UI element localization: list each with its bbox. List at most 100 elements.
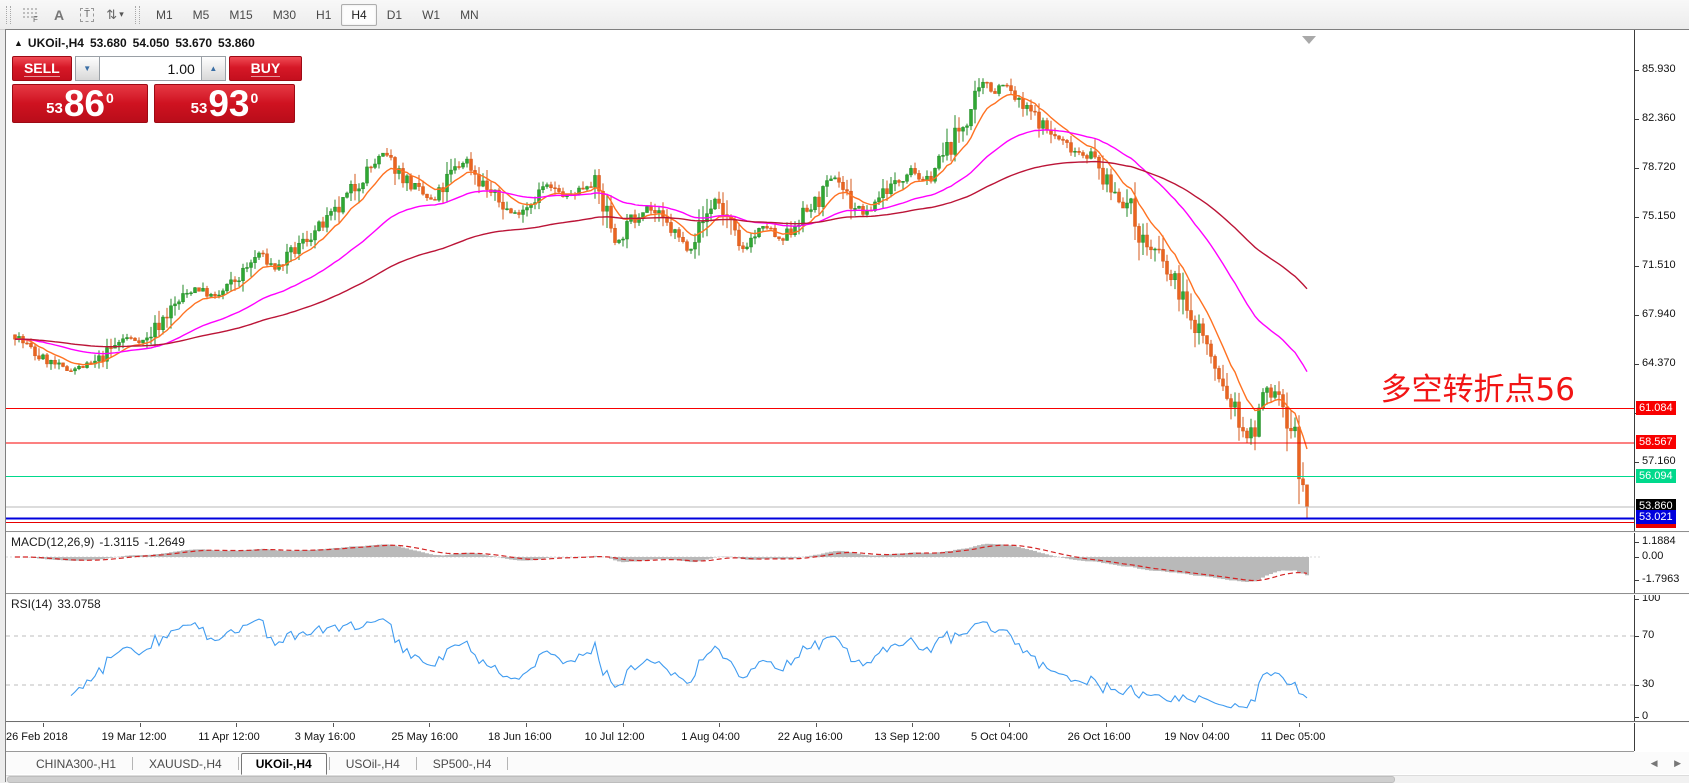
volume-decrease-button[interactable]: ▼ [74, 56, 100, 81]
fibonacci-icon: F [23, 8, 38, 22]
timeframe-d1[interactable]: D1 [377, 4, 412, 26]
axis-tick-label [1635, 168, 1639, 170]
tab-sp500-h4[interactable]: SP500-,H4 [432, 757, 492, 771]
date-tick [526, 723, 527, 727]
date-tick [139, 723, 141, 727]
panel-separator[interactable] [6, 531, 1689, 533]
tab-scroll-right-icon[interactable]: ▶ [1674, 758, 1681, 768]
bid-quote-panel[interactable]: 53 86 0 [12, 84, 148, 123]
date-label: 18 Jun 16:00 [488, 731, 552, 743]
timeframe-h4[interactable]: H4 [341, 3, 377, 26]
axis-tick-label [1635, 557, 1639, 558]
tab-xauusd-h4[interactable]: XAUUSD-,H4 [149, 757, 222, 771]
axis-tick-label [1635, 599, 1639, 600]
axis-tick-label [1635, 462, 1639, 463]
ask-integer: 53 [190, 100, 208, 117]
axis-tick-label [1635, 580, 1639, 582]
chart-shift-marker [1302, 36, 1316, 44]
date-label: 10 Jul 12:00 [584, 731, 645, 743]
price-axis[interactable]: 85.930 82.360 78.720 75.150 71.510 67.940 64.3… [1634, 30, 1689, 751]
date-tick [622, 723, 624, 727]
axis-tick-label [1635, 70, 1639, 71]
timeframe-mn[interactable]: MN [450, 4, 489, 26]
text-label-tool-button[interactable]: A [45, 3, 73, 27]
chart-tab-bar: CHINA300-,H1 XAUUSD-,H4 UKOil-,H4 USOil-,H4… [6, 752, 1689, 775]
chevron-down-icon: ▾ [119, 9, 124, 19]
tab-usoil-h4[interactable]: USOil-,H4 [345, 757, 400, 771]
timeframe-toolbar: M1 M5 M15 M30 H1 H4 D1 W1 MN [146, 3, 489, 26]
panel-separator [6, 721, 1689, 723]
price-level-badge: 53.860 [1636, 498, 1676, 513]
axis-tick-label [1635, 541, 1639, 543]
timeframe-w1[interactable]: W1 [412, 4, 450, 26]
ask-quote-panel[interactable]: 53 93 0 [154, 84, 295, 123]
axis-tick-label: 100 [1642, 592, 1661, 604]
panel-separator[interactable] [6, 593, 1689, 595]
axis-tick-label: 0 [1642, 710, 1649, 722]
timeframe-m30[interactable]: M30 [263, 4, 306, 26]
toolbar-drag-handle[interactable] [135, 5, 140, 24]
axis-tick-label [1635, 685, 1639, 687]
close-value: 53.860 [218, 36, 255, 50]
date-label: 19 Mar 12:00 [101, 731, 167, 743]
date-label: 11 Apr 12:00 [198, 731, 260, 743]
timeframe-h1[interactable]: H1 [306, 4, 341, 26]
date-label: 26 Feb 2018 [6, 731, 68, 743]
fibonacci-tool-button[interactable]: F [17, 3, 45, 27]
axis-tick-label: 0.00 [1642, 550, 1664, 562]
price-level-badge: 58.567 [1636, 434, 1676, 449]
chart-window: 多空转折点56 ▲ UKOil-,H4 53.680 54.050 53.670 53.8… [5, 29, 1689, 783]
tab-separator [237, 757, 239, 770]
date-axis[interactable]: 26 Feb 2018 19 Mar 12:00 11 Apr 12:00 3 May… [6, 723, 1634, 752]
tab-separator [328, 757, 330, 770]
tab-ukoil-h4[interactable]: UKOil-,H4 [240, 753, 327, 775]
axis-tick-label: 64.370 [1642, 356, 1676, 369]
buy-button[interactable]: BUY [228, 56, 302, 81]
spin-up-icon: ▲ [209, 64, 218, 73]
date-label: 11 Dec 05:00 [1260, 731, 1326, 743]
price-level-badge: 56.094 [1636, 468, 1676, 483]
bid-point: 0 [106, 90, 114, 106]
toolbar-drag-handle[interactable] [6, 5, 11, 24]
tab-scroll-left-icon[interactable]: ◀ [1650, 758, 1658, 768]
axis-tick-label: 85.930 [1642, 63, 1676, 75]
date-label: 26 Oct 16:00 [1067, 731, 1131, 743]
timeframe-m1[interactable]: M1 [146, 4, 183, 26]
sell-button[interactable]: SELL [12, 56, 72, 81]
axis-tick-label [1635, 717, 1639, 718]
open-value: 53.680 [89, 36, 127, 50]
spin-down-icon: ▼ [83, 64, 92, 73]
axis-tick-label: 57.160 [1642, 455, 1676, 467]
axis-tick-label [1635, 315, 1639, 317]
chart-header: ▲ UKOil-,H4 53.680 54.050 53.670 53.860 [14, 36, 261, 50]
svg-text:多空转折点56: 多空转折点56 [1381, 372, 1575, 408]
date-tick [429, 723, 431, 727]
price-level-badge: 61.084 [1636, 400, 1676, 415]
timeframe-m15[interactable]: M15 [219, 4, 262, 26]
axis-tick-label: 71.510 [1642, 259, 1676, 272]
low-value: 53.670 [175, 36, 213, 50]
date-label: 3 May 16:00 [294, 731, 356, 743]
timeframe-m5[interactable]: M5 [183, 4, 220, 26]
candlestick-chart[interactable]: 多空转折点56 [6, 30, 1634, 723]
arrows-tool-button[interactable]: ⇅ ▾ [101, 3, 129, 27]
date-label: 25 May 16:00 [391, 731, 459, 743]
collapse-icon[interactable]: ▲ [14, 38, 23, 48]
axis-tick-label [1635, 635, 1639, 637]
tab-separator [507, 757, 509, 770]
date-tick [719, 723, 721, 727]
axis-tick-label [1635, 266, 1639, 268]
tab-china300-h1[interactable]: CHINA300-,H1 [36, 757, 117, 771]
volume-increase-button[interactable]: ▲ [200, 56, 226, 81]
axis-tick-label: 1.1884 [1642, 534, 1676, 547]
text-tool-button[interactable]: T [73, 3, 101, 27]
axis-tick-label: 78.720 [1642, 161, 1676, 174]
axis-tick-label [1635, 118, 1639, 120]
tab-separator [415, 757, 417, 770]
volume-input[interactable] [99, 56, 201, 81]
bid-pips: 86 [63, 84, 106, 123]
date-label: 22 Aug 16:00 [777, 731, 843, 743]
date-tick [332, 723, 334, 727]
axis-tick-label: -1.7963 [1642, 573, 1680, 586]
date-tick [1298, 723, 1300, 727]
